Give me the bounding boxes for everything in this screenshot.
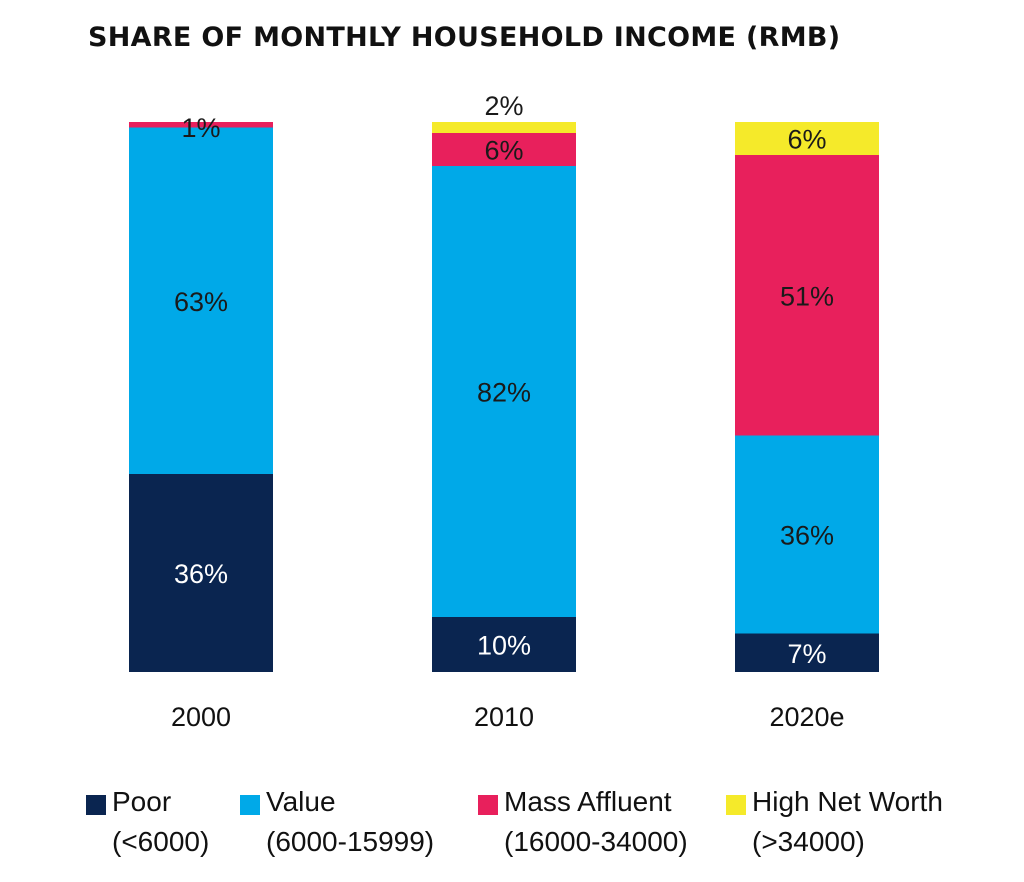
bar-segment-mass-affluent-2010 [432, 133, 576, 166]
data-label-high-net-worth-2010: 2% [484, 91, 523, 121]
bar-segment-poor-2000 [129, 474, 273, 672]
data-label-poor-2010: 10% [477, 631, 531, 661]
bar-segment-value-2010 [432, 166, 576, 617]
legend-swatch-high-net-worth [726, 795, 746, 815]
legend-label-poor: Poor [112, 786, 172, 817]
bar-segment-mass-affluent-2020e [735, 155, 879, 436]
x-tick-label-2000: 2000 [171, 702, 231, 732]
data-label-poor-2020e: 7% [787, 639, 826, 669]
legend-swatch-value [240, 795, 260, 815]
bar-segment-value-2020e [735, 435, 879, 634]
data-label-mass-affluent-2020e: 51% [780, 281, 834, 311]
legend-range-mass-affluent: (16000-34000) [504, 826, 688, 857]
data-label-value-2020e: 36% [780, 521, 834, 551]
data-label-value-2000: 63% [174, 287, 228, 317]
x-tick-label-2010: 2010 [474, 702, 534, 732]
bar-segment-poor-2010 [432, 617, 576, 672]
legend-range-high-net-worth: (>34000) [752, 826, 865, 857]
bar-segment-mass-affluent-2000 [129, 122, 273, 128]
legend-swatch-poor [86, 795, 106, 815]
bar-segment-high-net-worth-2010 [432, 122, 576, 133]
legend-range-value: (6000-15999) [266, 826, 435, 857]
bar-segment-poor-2020e [735, 633, 879, 672]
legend-swatch-mass-affluent [478, 795, 498, 815]
x-tick-label-2020e: 2020e [769, 702, 844, 732]
legend: Poor (<6000) Value (6000-15999) Mass Aff… [86, 786, 1006, 866]
bar-segment-high-net-worth-2020e [735, 122, 879, 155]
bar-segment-value-2000 [129, 127, 273, 474]
data-label-mass-affluent-2000: 1% [181, 113, 220, 143]
data-label-high-net-worth-2020e: 6% [787, 125, 826, 155]
legend-range-poor: (<6000) [112, 826, 210, 857]
data-label-poor-2000: 36% [174, 559, 228, 589]
data-label-mass-affluent-2010: 6% [484, 136, 523, 166]
legend-label-mass-affluent: Mass Affluent [504, 786, 672, 817]
data-label-value-2010: 82% [477, 378, 531, 408]
legend-label-value: Value [266, 786, 336, 817]
chart-title: SHARE OF MONTHLY HOUSEHOLD INCOME (RMB) [88, 22, 841, 53]
legend-label-high-net-worth: High Net Worth [752, 786, 943, 817]
